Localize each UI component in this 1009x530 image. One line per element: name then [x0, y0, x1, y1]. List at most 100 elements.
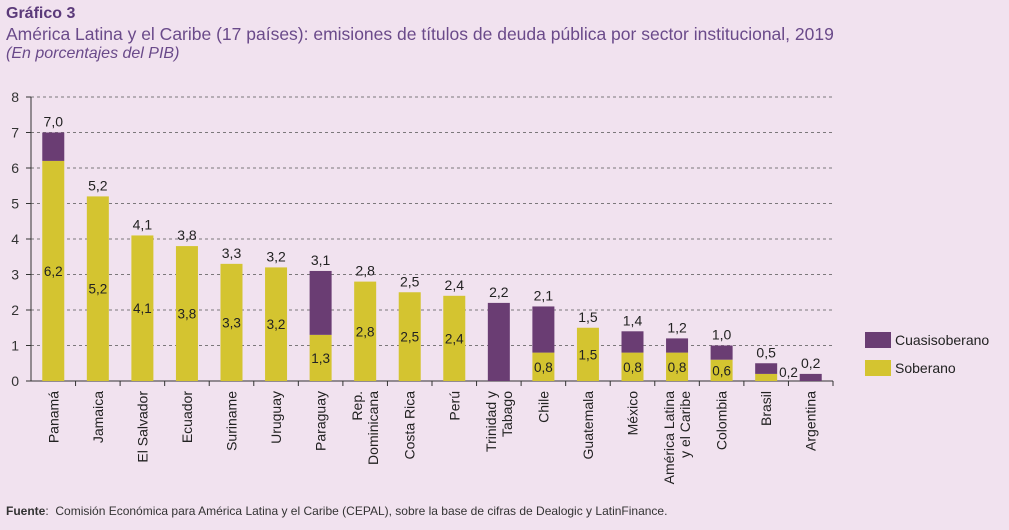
y-tick-label: 5 — [11, 196, 19, 212]
chart-title: América Latina y el Caribe (17 países): … — [6, 24, 834, 44]
bar-total-label: 2,1 — [534, 287, 554, 303]
bar-total-label: 3,1 — [311, 252, 331, 268]
bar-soberano — [220, 263, 243, 381]
source-note: Fuente: Comisión Económica para América … — [6, 504, 667, 518]
bar-value-label: 0,8 — [668, 360, 687, 375]
bar-total-label: 2,4 — [445, 277, 465, 293]
bar-soberano — [666, 352, 689, 381]
bar-total-label: 3,3 — [222, 245, 242, 261]
legend-swatch-cuasisoberano — [865, 332, 891, 348]
bar-cuasisoberano — [621, 331, 644, 353]
x-tick-label-line: Trinidad y — [483, 391, 499, 452]
legend-label-soberano: Soberano — [895, 360, 956, 376]
bar-cuasisoberano — [710, 345, 733, 360]
x-tick-label-line: México — [625, 391, 641, 436]
x-tick-label-line: Perú — [446, 391, 462, 421]
x-tick-label-line: Suriname — [224, 391, 240, 451]
bar-total-label: 4,1 — [133, 216, 153, 232]
bar-total-label: 5,2 — [88, 177, 108, 193]
bar-total-label: 1,0 — [712, 327, 732, 343]
y-tick-label: 3 — [11, 267, 19, 283]
bar-soberano — [398, 292, 421, 381]
bar-total-label: 2,8 — [355, 263, 375, 279]
y-tick-label: 7 — [11, 125, 19, 141]
bar-total-label: 0,5 — [756, 344, 776, 360]
bar-cuasisoberano — [666, 338, 689, 353]
bar-soberano — [710, 359, 733, 381]
x-tick-label-line: Uruguay — [268, 391, 284, 444]
bar-side-label: 0,2 — [779, 365, 798, 380]
source-text: Comisión Económica para América Latina y… — [55, 504, 668, 518]
bar-value-label: 1,5 — [579, 347, 598, 362]
bar-cuasisoberano — [309, 270, 332, 335]
bar-value-label: 5,2 — [88, 282, 107, 297]
x-tick-label: Suriname — [224, 391, 240, 451]
bar-soberano — [131, 235, 154, 381]
x-tick-label-line: Costa Rica — [402, 391, 418, 460]
x-tick-label: América Latinay el Caribe — [661, 391, 693, 485]
bar-value-label: 2,8 — [356, 324, 375, 339]
x-tick-label-line: Guatemala — [580, 391, 596, 460]
chart-subtitle: (En porcentajes del PIB) — [6, 45, 180, 62]
bar-soberano — [532, 352, 555, 381]
bar-total-label: 1,5 — [578, 309, 598, 325]
x-tick-label-line: El Salvador — [134, 391, 150, 463]
x-tick-label-line: Paraguay — [313, 391, 329, 451]
x-tick-label-line: Dominicana — [365, 391, 381, 465]
bar-soberano — [576, 327, 599, 381]
bar-cuasisoberano — [799, 373, 822, 381]
x-tick-label-line: Tabago — [499, 391, 515, 437]
y-tick-label: 8 — [11, 89, 19, 105]
x-tick-label: Chile — [535, 391, 551, 423]
x-tick-label: Brasil — [758, 391, 774, 426]
bar-cuasisoberano — [755, 363, 778, 374]
stacked-bar-chart: 0 1 2 3 4 5 6 7 8 6,2 7,0 Panamá 5,2 5,2 Jamaica 4,1 4,1… — [11, 89, 989, 485]
x-tick-label-line: y el Caribe — [677, 391, 693, 458]
bar-soberano — [265, 267, 288, 381]
bar-total-label: 2,2 — [489, 284, 509, 300]
x-tick-label: El Salvador — [134, 391, 150, 463]
bar-soberano — [621, 352, 644, 381]
source-label: Fuente — [6, 504, 46, 518]
bar-soberano — [755, 373, 778, 381]
bar-soberano — [354, 281, 377, 381]
x-tick-label: Argentina — [803, 391, 819, 451]
x-tick-label: Colombia — [714, 391, 730, 450]
x-tick-label: Trinidad yTabago — [483, 391, 515, 452]
bar-value-label: 3,2 — [267, 317, 286, 332]
x-tick-label: Jamaica — [90, 391, 106, 443]
bar-total-label: 3,8 — [177, 227, 197, 243]
x-tick-label: México — [625, 391, 641, 436]
bar-soberano — [309, 334, 332, 381]
bar-value-label: 3,3 — [222, 315, 241, 330]
y-tick-label: 6 — [11, 160, 19, 176]
legend-swatch-soberano — [865, 360, 891, 376]
legend-label-cuasisoberano: Cuasisoberano — [895, 332, 989, 348]
bar-soberano — [443, 295, 466, 381]
x-tick-label: Guatemala — [580, 391, 596, 460]
bar-cuasisoberano — [487, 302, 510, 381]
bar-value-label: 4,1 — [133, 301, 152, 316]
bar-total-label: 1,2 — [667, 319, 687, 335]
bar-cuasisoberano — [532, 306, 555, 353]
bar-total-label: 7,0 — [44, 114, 64, 130]
bar-soberano — [42, 160, 65, 381]
figure-label: Gráfico 3 — [6, 5, 76, 22]
x-tick-label-line: Brasil — [758, 391, 774, 426]
bar-value-label: 0,8 — [534, 360, 553, 375]
bar-total-label: 2,5 — [400, 273, 420, 289]
x-tick-label-line: Chile — [535, 391, 551, 423]
bar-value-label: 2,4 — [445, 331, 464, 346]
bar-value-label: 2,5 — [400, 330, 419, 345]
x-tick-label-line: Colombia — [714, 391, 730, 450]
bar-value-label: 6,2 — [44, 264, 63, 279]
x-tick-label-line: Argentina — [803, 391, 819, 451]
bar-value-label: 0,8 — [623, 360, 642, 375]
x-tick-label: Panamá — [45, 391, 61, 443]
y-tick-label: 0 — [11, 373, 19, 389]
x-tick-label-line: Jamaica — [90, 391, 106, 443]
source-colon: : — [45, 504, 56, 518]
x-tick-label-line: América Latina — [661, 391, 677, 485]
bar-total-label: 0,2 — [801, 355, 821, 371]
bar-soberano — [86, 196, 109, 381]
